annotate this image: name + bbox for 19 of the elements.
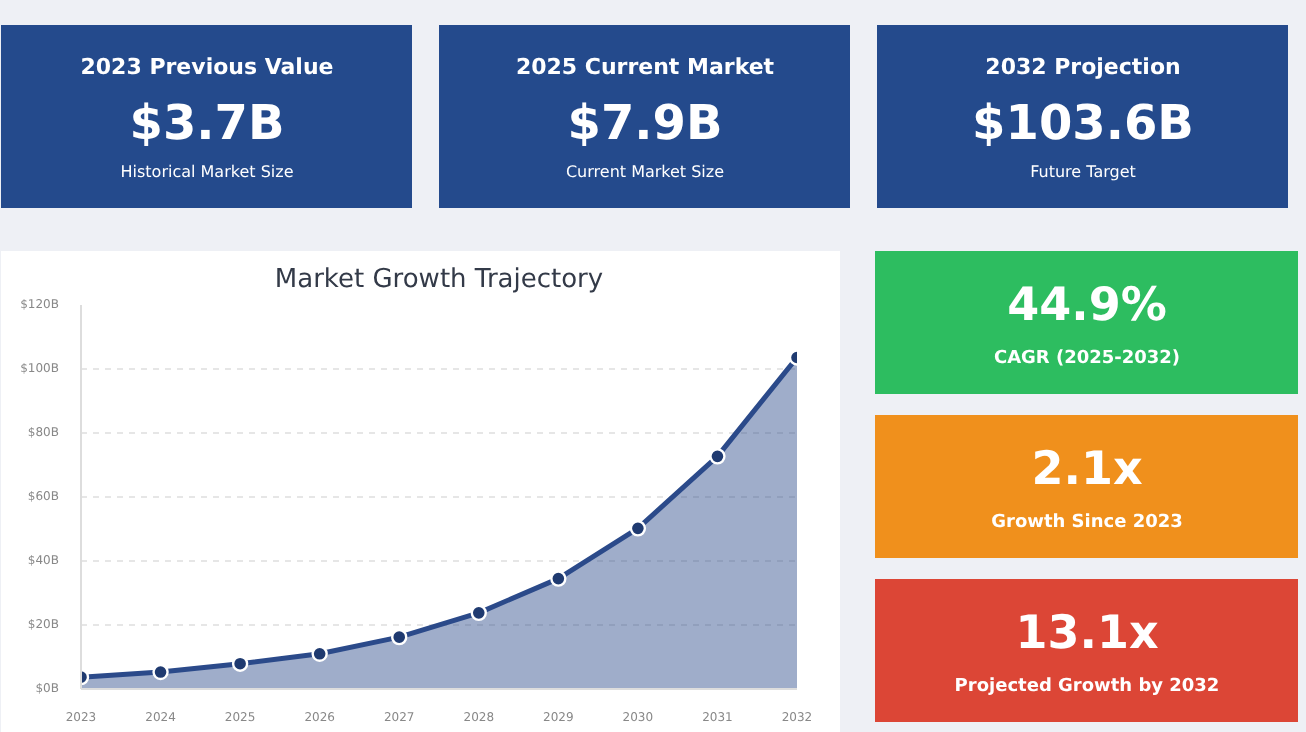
text: $103.6B [972, 94, 1194, 151]
point [709, 448, 726, 465]
text: $3.7B [129, 94, 285, 151]
text: 2032 Projection [985, 54, 1181, 81]
text: CAGR (2025-2032) [993, 349, 1181, 369]
text: Current Market Size [565, 163, 725, 182]
text: Growth Since 2023 [991, 513, 1183, 533]
text: 13.1x [1015, 607, 1159, 660]
text: Future Target [1030, 163, 1136, 182]
chart-title: Market Growth Trajectory [274, 265, 604, 295]
point [550, 570, 567, 587]
point [629, 520, 647, 537]
text: $7.9B [567, 94, 723, 151]
text: Projected Growth by 2032 [954, 677, 1220, 697]
text: Historical Market Size [120, 163, 294, 182]
text: 44.9% [1007, 279, 1167, 332]
text: 2025 Current Market [515, 54, 775, 81]
text: 2.1x [1031, 443, 1143, 496]
text: 2023 Previous Value [80, 54, 334, 81]
